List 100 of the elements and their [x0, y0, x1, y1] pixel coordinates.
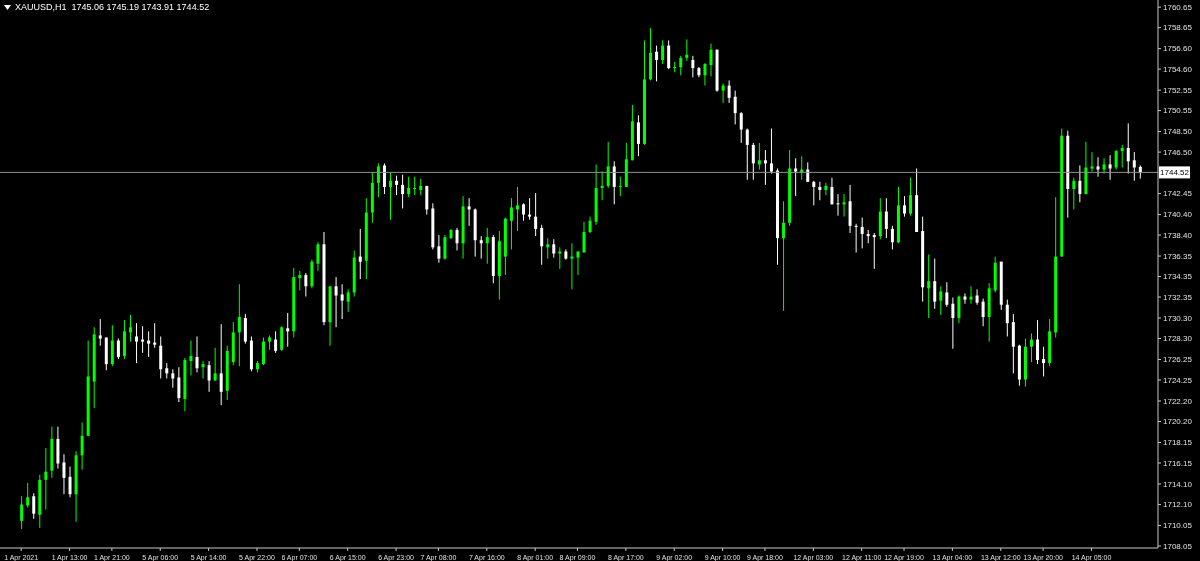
candlestick: [963, 292, 967, 305]
candlestick: [757, 142, 761, 171]
candlestick: [570, 242, 574, 290]
candlestick: [546, 237, 550, 260]
candlestick: [171, 368, 175, 389]
candlestick: [576, 250, 580, 276]
candlestick: [818, 181, 822, 201]
candlestick: [128, 314, 132, 343]
y-tick-label: 1748.50: [1163, 127, 1193, 137]
candlestick: [207, 360, 211, 393]
candlestick: [201, 360, 205, 379]
y-tick-label: 1752.55: [1163, 85, 1193, 95]
y-tick-label: 1714.10: [1163, 479, 1193, 489]
candlestick: [407, 176, 411, 198]
chart-title: XAUUSD,H1 1745.06 1745.19 1743.91 1744.52: [15, 2, 210, 12]
candlestick: [685, 38, 689, 62]
candlestick: [98, 318, 102, 347]
candlestick: [745, 128, 749, 181]
candlestick: [159, 335, 163, 379]
candlestick: [413, 176, 417, 196]
candlestick: [854, 223, 858, 253]
candlestick: [618, 176, 622, 197]
candlestick: [316, 241, 320, 272]
y-tick-label: 1710.05: [1163, 521, 1193, 531]
y-tick-label: 1720.20: [1163, 417, 1193, 427]
candlestick: [709, 43, 713, 77]
candlestick: [437, 234, 441, 264]
candlestick: [376, 162, 380, 198]
candlestick: [1126, 122, 1130, 175]
candlestick: [933, 258, 937, 310]
candlestick: [769, 128, 773, 175]
candlestick: [824, 182, 828, 196]
candlestick: [358, 228, 362, 280]
candlestick: [1090, 151, 1094, 173]
candlestick: [243, 313, 247, 345]
candlestick: [830, 177, 834, 205]
candlestick: [26, 482, 30, 509]
candlestick: [909, 177, 913, 217]
y-tick-label: 1732.35: [1163, 292, 1193, 302]
y-tick-label: 1730.30: [1163, 313, 1193, 323]
candlestick: [903, 195, 906, 218]
y-tick-label: 1734.35: [1163, 272, 1193, 282]
candlestick: [443, 234, 447, 261]
y-tick-label: 1716.15: [1163, 458, 1193, 468]
candlestick: [68, 466, 72, 498]
candlestick: [528, 197, 532, 221]
candlestick: [1036, 319, 1040, 365]
y-tick-label: 1746.50: [1163, 147, 1193, 157]
y-tick-label: 1712.10: [1163, 500, 1193, 510]
candlestick: [582, 221, 586, 253]
candlestick: [340, 283, 344, 320]
candlestick: [1108, 154, 1112, 181]
candlestick: [334, 276, 338, 328]
candlestick: [286, 312, 290, 348]
candlestick: [612, 160, 616, 205]
candlestick: [177, 366, 181, 403]
candlestick: [1102, 157, 1106, 175]
candlestick: [673, 61, 677, 73]
candlestick: [969, 285, 973, 305]
candlestick: [1042, 346, 1046, 377]
candlestick: [667, 39, 671, 70]
y-tick-label: 1758.65: [1163, 23, 1193, 33]
candlestick: [44, 447, 48, 511]
candlestick: [389, 172, 393, 221]
candlestick: [262, 337, 266, 366]
candlestick: [927, 254, 931, 319]
candlestick: [382, 162, 386, 195]
candlestick: [479, 235, 483, 260]
candlestick: [782, 200, 786, 312]
y-tick-label: 1718.15: [1163, 438, 1193, 448]
candlestick: [1114, 149, 1118, 171]
candlestick: [237, 283, 241, 367]
candlestick: [721, 82, 725, 104]
candlestick: [219, 323, 223, 406]
candlestick: [189, 340, 193, 376]
candlestick: [836, 193, 840, 217]
candlestick: [661, 39, 665, 65]
candlestick: [195, 335, 199, 373]
y-tick-label: 1740.40: [1163, 210, 1193, 220]
y-tick-label: 1728.30: [1163, 334, 1193, 344]
candlestick: [1096, 156, 1100, 178]
candlestick: [794, 157, 798, 197]
candlestick: [636, 114, 640, 157]
y-tick-label: 1760.65: [1163, 3, 1193, 13]
candlestick: [951, 297, 955, 350]
candlestick: [346, 288, 350, 313]
y-tick-label: 1738.40: [1163, 230, 1193, 240]
candlestick: [1120, 144, 1124, 168]
candlestick: [1132, 151, 1136, 182]
candlestick: [425, 185, 429, 216]
candlestick: [1072, 177, 1076, 210]
candlestick: [739, 111, 743, 144]
y-tick-label: 1708.05: [1163, 541, 1193, 551]
y-tick-label: 1726.25: [1163, 355, 1193, 365]
candlestick: [1029, 332, 1033, 363]
candlestick: [890, 225, 894, 250]
candlestick: [540, 224, 544, 266]
candlestick: [939, 285, 943, 316]
candlestick: [763, 149, 767, 186]
candlestick: [733, 90, 737, 125]
